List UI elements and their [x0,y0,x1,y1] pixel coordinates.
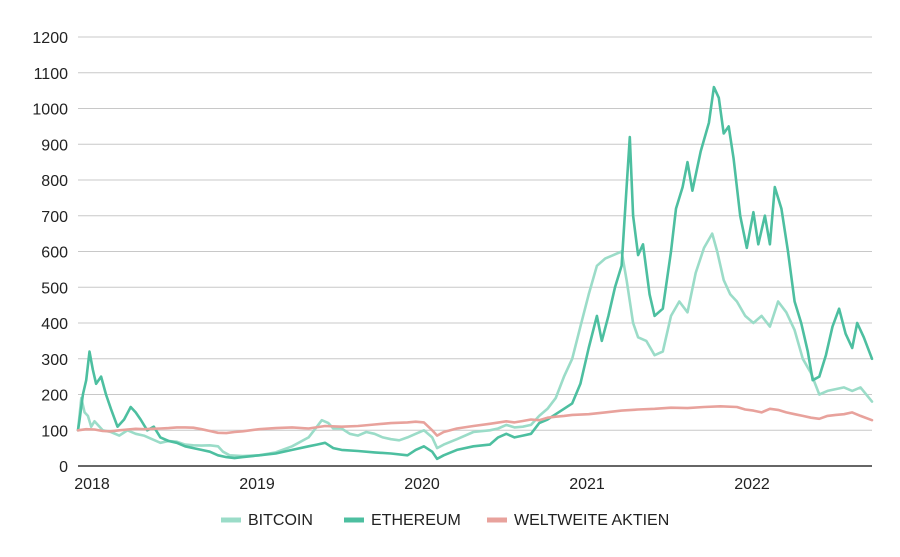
x-tick-labels: 2018 2019 2020 2021 2022 [74,476,770,493]
legend-label: WELTWEITE AKTIEN [514,512,669,529]
x-tick-label: 2022 [734,476,770,493]
y-tick-label: 700 [41,209,68,226]
series-lines [76,85,874,461]
gridlines [78,36,872,431]
legend-label: ETHEREUM [371,512,461,529]
y-tick-label: 600 [41,245,68,262]
x-tick-label: 2018 [74,476,110,493]
y-tick-label: 200 [41,388,68,405]
y-tick-label: 400 [41,316,68,333]
y-tick-label: 1000 [32,102,68,119]
y-tick-label: 1100 [34,66,69,83]
y-tick-label: 1200 [32,30,68,47]
y-tick-label: 0 [59,459,68,476]
series-line-ethereum [76,85,874,461]
legend-label: BITCOIN [248,512,313,529]
y-tick-labels: 0 100 200 300 400 500 600 700 800 900 1000 1100 1200 [32,30,68,476]
y-tick-label: 800 [41,173,68,190]
series-line-weltweite-aktien [76,405,874,437]
y-tick-label: 300 [41,352,68,369]
legend: BITCOIN ETHEREUM WELTWEITE AKTIEN [221,512,669,529]
y-tick-label: 500 [41,280,68,297]
x-tick-label: 2019 [239,476,275,493]
series-line-bitcoin [76,232,874,458]
x-tick-label: 2021 [569,476,605,493]
y-tick-label: 900 [41,137,68,154]
x-tick-label: 2020 [404,476,440,493]
y-tick-label: 100 [41,423,68,440]
